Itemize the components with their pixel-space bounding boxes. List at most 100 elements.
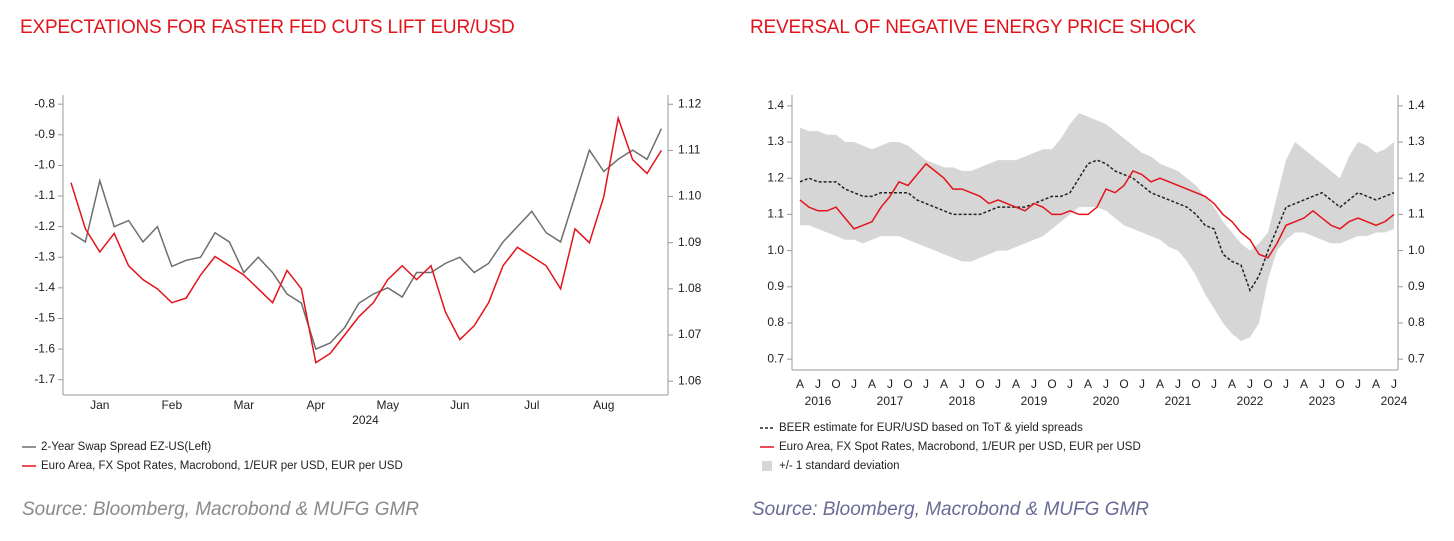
y-tick-label: 1.2 [767, 170, 784, 184]
y-tick-label: -1.5 [34, 311, 55, 325]
y-tick-label: 1.1 [767, 207, 784, 221]
y-tick-label: -1.2 [34, 219, 55, 233]
x-tick-label: J [815, 377, 821, 391]
x-tick-label: A [1012, 377, 1020, 391]
x-tick-label: J [1355, 377, 1361, 391]
x-tick-label: A [796, 377, 804, 391]
band [800, 113, 1394, 342]
x-tick-label: A [1300, 377, 1308, 391]
y2-tick-label: 1.07 [678, 327, 702, 341]
series-line [70, 128, 663, 351]
x-tick-label: O [1335, 377, 1344, 391]
y-tick-label: 0.8 [767, 315, 784, 329]
year-label: 2022 [1237, 394, 1264, 408]
year-label: 2019 [1021, 394, 1048, 408]
x-tick-label: A [1228, 377, 1236, 391]
y-tick-label: 0.7 [767, 351, 784, 365]
x-axis-label: 2024 [352, 413, 379, 427]
x-tick-label: J [923, 377, 929, 391]
y-tick-label: -0.8 [34, 96, 55, 110]
y2-tick-label: 1.1 [1408, 207, 1425, 221]
y2-tick-label: 1.10 [678, 189, 702, 203]
series-line [799, 159, 1395, 293]
y2-tick-label: 0.7 [1408, 351, 1425, 365]
year-label: 2017 [877, 394, 904, 408]
x-tick-label: A [868, 377, 876, 391]
y2-tick-label: 1.2 [1408, 170, 1425, 184]
y2-tick-label: 1.4 [1408, 98, 1425, 112]
x-tick-label: J [995, 377, 1001, 391]
legend-label: +/- 1 standard deviation [779, 460, 900, 472]
y-tick-label: -1.6 [34, 341, 55, 355]
chart-title: EXPECTATIONS FOR FASTER FED CUTS LIFT EU… [20, 17, 515, 38]
y2-tick-label: 1.06 [678, 373, 702, 387]
x-tick-label: J [959, 377, 965, 391]
y-tick-label: -1.4 [34, 280, 55, 294]
legend-label: Euro Area, FX Spot Rates, Macrobond, 1/E… [779, 441, 1141, 453]
x-tick-label: J [1391, 377, 1397, 391]
x-tick-label: J [1067, 377, 1073, 391]
x-tick-label: May [376, 398, 399, 412]
x-tick-label: O [1047, 377, 1056, 391]
y-tick-label: 1.4 [767, 98, 784, 112]
y-tick-label: -1.0 [34, 158, 55, 172]
legend-label: 2-Year Swap Spread EZ-US(Left) [41, 441, 211, 453]
x-tick-label: J [851, 377, 857, 391]
source: Source: Bloomberg, Macrobond & MUFG GMR [752, 499, 1149, 520]
chart-title: REVERSAL OF NEGATIVE ENERGY PRICE SHOCK [750, 17, 1196, 38]
x-tick-label: Jan [90, 398, 109, 412]
year-label: 2016 [805, 394, 832, 408]
x-tick-label: Jul [524, 398, 539, 412]
x-tick-label: J [1139, 377, 1145, 391]
x-tick-label: J [887, 377, 893, 391]
x-tick-label: Mar [233, 398, 254, 412]
x-tick-label: Apr [306, 398, 325, 412]
series-line [799, 162, 1395, 259]
source: Source: Bloomberg, Macrobond & MUFG GMR [22, 499, 419, 520]
legend-swatch [762, 461, 772, 471]
year-label: 2021 [1165, 394, 1192, 408]
y2-tick-label: 1.0 [1408, 243, 1425, 257]
x-tick-label: J [1283, 377, 1289, 391]
y-tick-label: 1.3 [767, 134, 784, 148]
legend-label: Euro Area, FX Spot Rates, Macrobond, 1/E… [41, 460, 403, 472]
y-tick-label: -1.7 [34, 372, 55, 386]
legend-label: BEER estimate for EUR/USD based on ToT &… [779, 422, 1083, 434]
y2-tick-label: 0.8 [1408, 315, 1425, 329]
x-tick-label: O [903, 377, 912, 391]
x-tick-label: Feb [161, 398, 182, 412]
y-tick-label: -1.1 [34, 188, 55, 202]
x-tick-label: J [1211, 377, 1217, 391]
x-tick-label: O [831, 377, 840, 391]
x-tick-label: O [1263, 377, 1272, 391]
x-tick-label: A [1156, 377, 1164, 391]
year-label: 2024 [1381, 394, 1408, 408]
x-tick-label: O [975, 377, 984, 391]
y2-tick-label: 1.09 [678, 235, 702, 249]
series-line [70, 115, 663, 364]
x-tick-label: J [1031, 377, 1037, 391]
x-tick-label: O [1119, 377, 1128, 391]
y-tick-label: 1.0 [767, 243, 784, 257]
x-tick-label: J [1319, 377, 1325, 391]
x-tick-label: A [1084, 377, 1092, 391]
x-tick-label: J [1247, 377, 1253, 391]
x-tick-label: Aug [593, 398, 614, 412]
y2-tick-label: 1.08 [678, 281, 702, 295]
x-tick-label: J [1175, 377, 1181, 391]
y2-tick-label: 0.9 [1408, 279, 1425, 293]
x-tick-label: J [1103, 377, 1109, 391]
y-tick-label: -1.3 [34, 249, 55, 263]
y2-tick-label: 1.12 [678, 96, 702, 110]
year-label: 2018 [949, 394, 976, 408]
x-tick-label: A [1372, 377, 1380, 391]
y-tick-label: 0.9 [767, 279, 784, 293]
x-tick-label: A [940, 377, 948, 391]
year-label: 2020 [1093, 394, 1120, 408]
x-tick-label: Jun [450, 398, 469, 412]
y2-tick-label: 1.11 [678, 143, 701, 157]
year-label: 2023 [1309, 394, 1336, 408]
y2-tick-label: 1.3 [1408, 134, 1425, 148]
x-tick-label: O [1191, 377, 1200, 391]
